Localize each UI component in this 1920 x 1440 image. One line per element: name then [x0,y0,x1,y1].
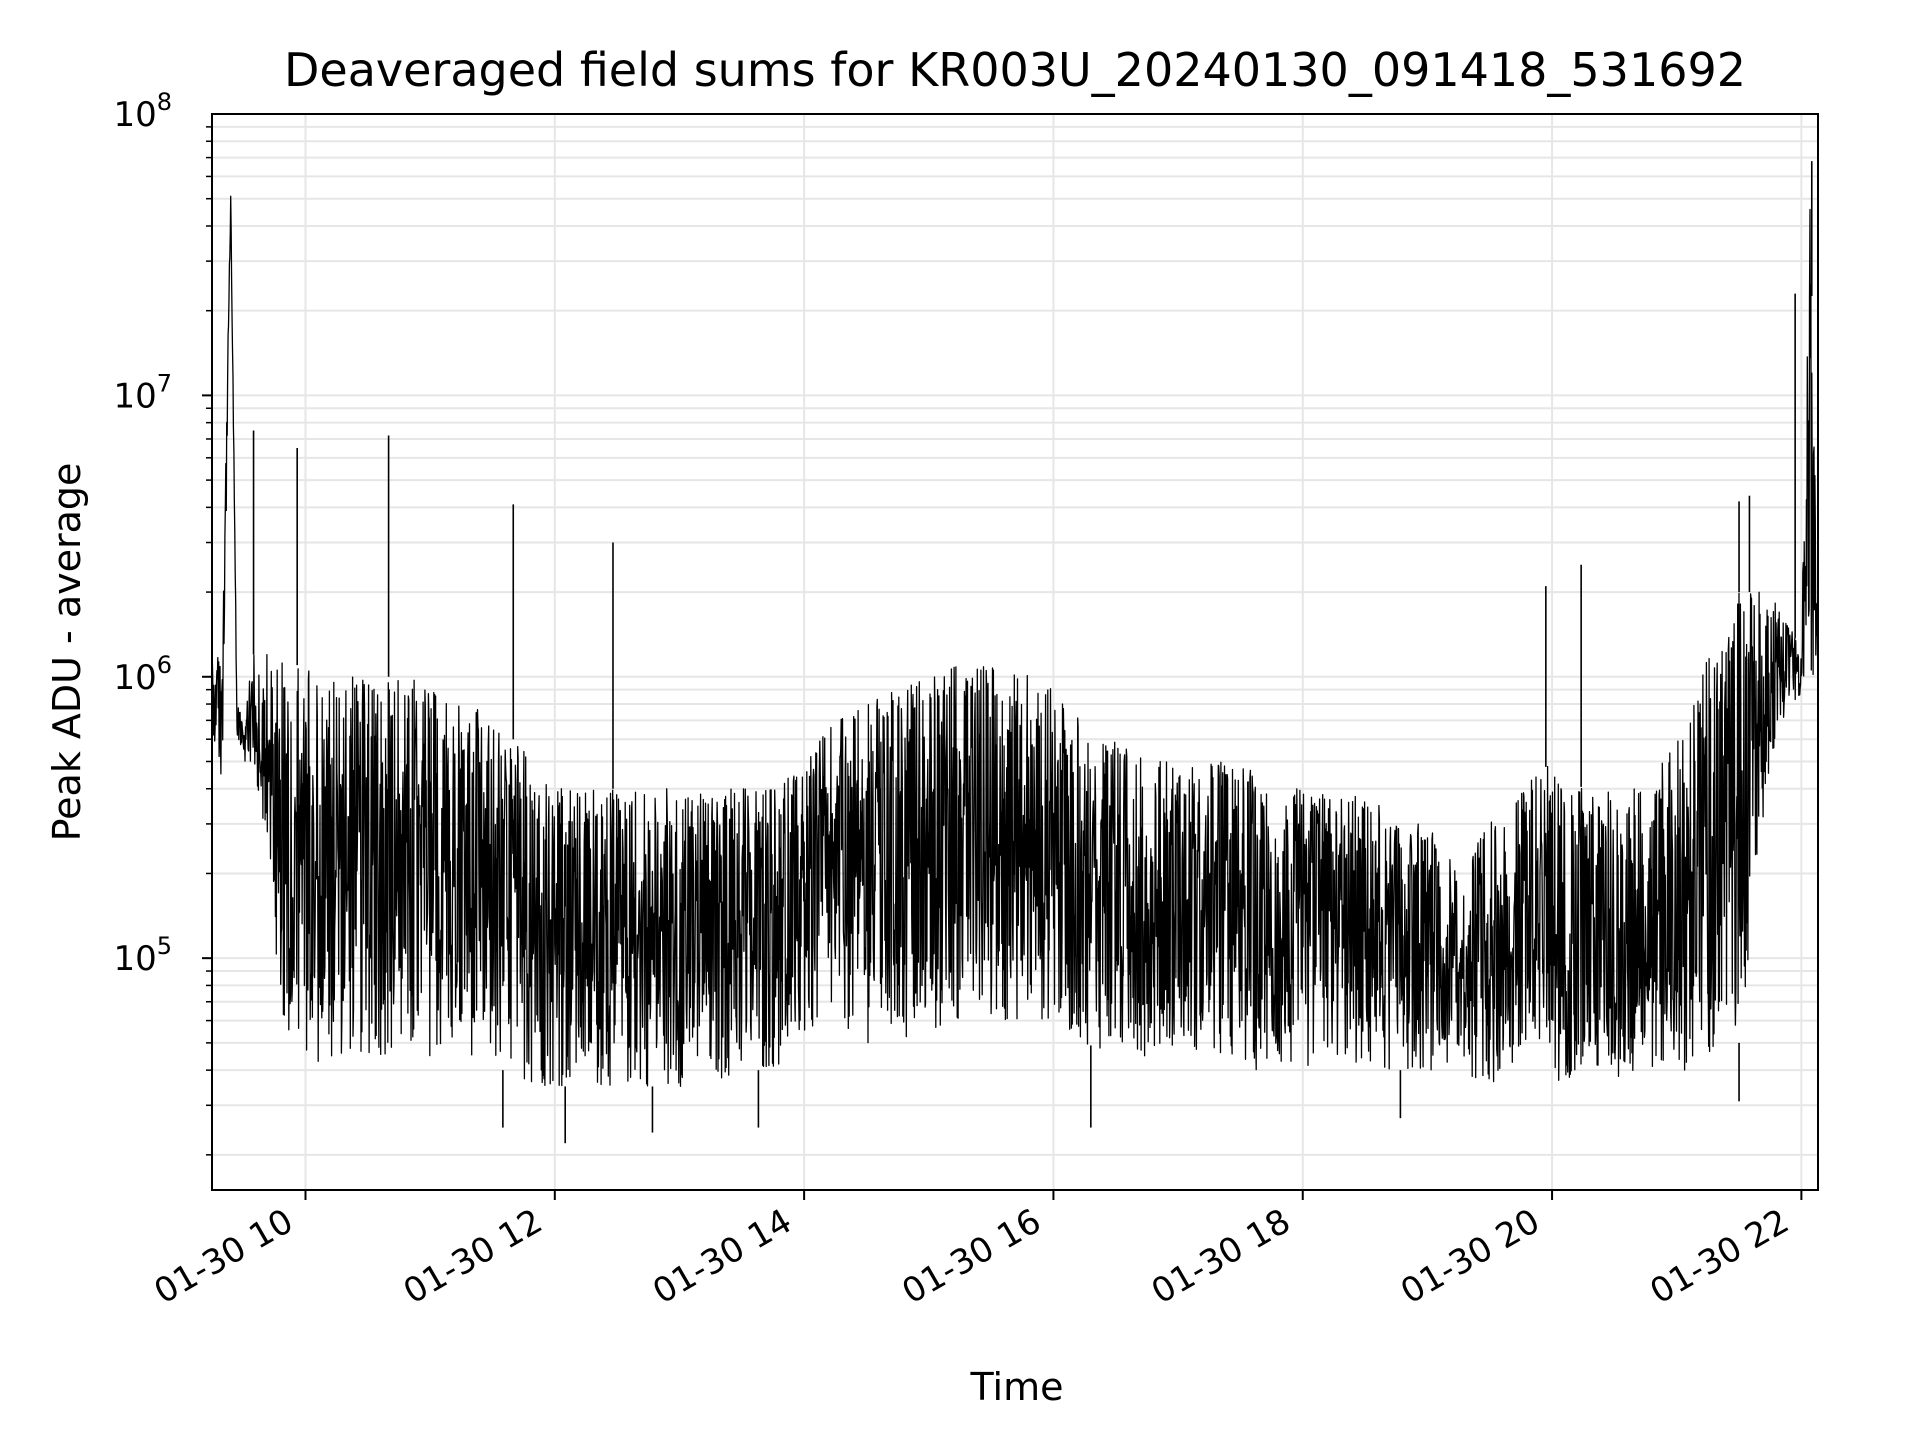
chart-title: Deaveraged field sums for KR003U_2024013… [284,43,1746,97]
series-line [211,195,1819,1087]
plot-frame [211,113,1819,1191]
y-tick-label: 107 [113,369,172,416]
y-tick-label: 108 [113,88,172,135]
x-axis-label: Time [970,1365,1064,1409]
y-axis-label: Peak ADU - average [45,463,89,842]
y-tick-label: 106 [113,651,172,698]
data-series [211,161,1819,1144]
y-tick-label: 105 [113,932,172,979]
